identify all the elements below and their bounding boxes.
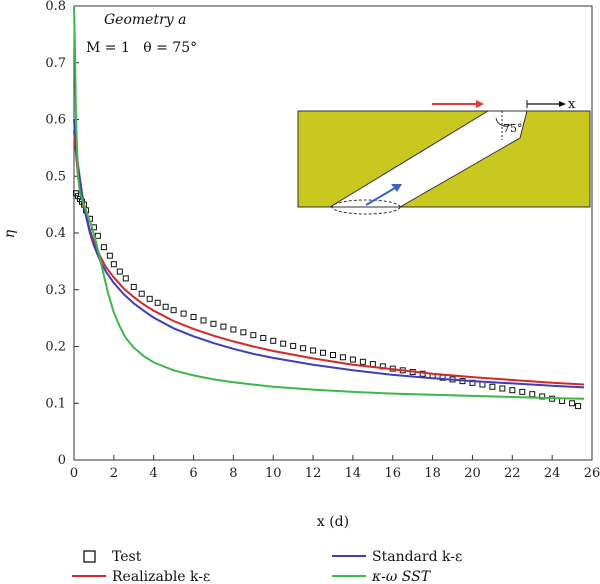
y-tick-label: 0 — [58, 453, 66, 468]
data-point-test — [130, 283, 137, 290]
data-point-test — [359, 358, 366, 365]
x-tick-label: 24 — [544, 466, 561, 481]
series-line-sst — [73, 5, 585, 400]
data-point-test — [349, 356, 356, 363]
y-tick-label: 0.3 — [45, 283, 66, 298]
data-point-test — [519, 388, 526, 395]
inset-angle-label: 75° — [503, 122, 523, 135]
plot-frame — [73, 5, 593, 461]
x-tick-label: 22 — [504, 466, 521, 481]
y-tick-label: 0.1 — [45, 396, 66, 411]
params-annotation: M = 1 θ = 75° — [86, 40, 197, 56]
data-point-test — [230, 326, 237, 333]
x-axis-title: x (d) — [317, 514, 349, 530]
data-point-test — [330, 352, 336, 359]
x-tick-label: 18 — [424, 466, 441, 481]
data-point-test — [94, 232, 101, 239]
x-axis-ticks: 0 2 4 6 8 10 12 14 16 18 20 22 24 26 — [70, 455, 600, 481]
data-point-test — [575, 403, 582, 410]
inset-hole-inlet-ellipse — [331, 199, 401, 215]
inset-x-axis-arrowhead — [559, 101, 566, 107]
legend-marker-test — [83, 550, 96, 563]
y-tick-label: 0.2 — [45, 340, 66, 355]
series-test — [72, 190, 582, 410]
data-point-test — [270, 337, 277, 344]
data-point-test — [210, 320, 217, 327]
y-tick-label: 0.4 — [45, 226, 66, 241]
data-point-test — [122, 275, 129, 282]
y-tick-label: 0.8 — [45, 0, 66, 14]
x-tick-label: 0 — [70, 466, 78, 481]
legend-label-realizable: Realizable k-ε — [112, 569, 210, 584]
legend-label-sst: κ-ω SST — [371, 569, 432, 584]
data-point-test — [162, 303, 169, 310]
data-point-test — [250, 332, 257, 339]
data-point-test — [499, 385, 506, 392]
data-point-test — [509, 387, 516, 394]
x-tick-label: 8 — [229, 466, 237, 481]
data-point-test — [100, 244, 107, 251]
inset-x-label: x — [568, 97, 576, 112]
y-axis-ticks: 0 0.1 0.2 0.3 0.4 0.5 0.6 0.7 0.8 — [45, 0, 79, 468]
x-tick-label: 10 — [265, 466, 282, 481]
x-tick-label: 4 — [150, 466, 158, 481]
inset-blue-flow-arrow — [365, 187, 396, 206]
geometry-annotation: Geometry a — [104, 12, 186, 28]
data-point-test — [146, 295, 153, 302]
data-point-test — [300, 345, 307, 352]
x-tick-label: 14 — [345, 466, 362, 481]
y-tick-label: 0.7 — [45, 56, 66, 71]
data-point-test — [138, 290, 145, 297]
data-point-test — [290, 342, 297, 349]
data-point-test — [489, 383, 496, 390]
y-tick-label: 0.5 — [45, 169, 66, 184]
data-point-test — [220, 323, 227, 330]
y-tick-label: 0.6 — [45, 113, 66, 128]
inset-angle-arc — [495, 117, 513, 127]
x-tick-label: 16 — [384, 466, 401, 481]
data-point-test — [116, 268, 123, 275]
data-point-test — [200, 317, 207, 324]
data-point-test — [339, 354, 346, 361]
data-point-test — [180, 310, 187, 317]
inset-red-arrowhead — [476, 100, 484, 108]
data-point-test — [529, 391, 536, 398]
geometry-inset-diagram: 75° x — [297, 97, 591, 215]
data-point-test — [110, 261, 117, 268]
data-point-test — [154, 299, 161, 306]
series-line-standard-k — [73, 119, 585, 389]
x-tick-label: 20 — [464, 466, 481, 481]
legend-label-standard: Standard k-ε — [372, 549, 462, 565]
data-point-test — [280, 340, 287, 347]
x-tick-label: 2 — [110, 466, 118, 481]
y-axis-title: η — [2, 229, 18, 238]
data-point-test — [190, 313, 197, 320]
series-layer — [72, 5, 585, 410]
inset-blue-arrowhead — [391, 184, 402, 192]
data-point-test — [539, 393, 546, 400]
inset-hole-channel — [328, 110, 528, 208]
data-point-test — [320, 349, 327, 356]
data-point-test — [310, 347, 317, 354]
x-tick-label: 26 — [584, 466, 600, 481]
data-point-test — [170, 307, 177, 314]
x-tick-label: 12 — [305, 466, 322, 481]
data-point-test — [260, 334, 267, 341]
x-tick-label: 6 — [189, 466, 197, 481]
data-point-test — [240, 329, 247, 336]
legend: Test Realizable k-ε Standard k-ε κ-ω SST — [72, 549, 462, 584]
data-point-test — [106, 252, 113, 259]
legend-label-test: Test — [112, 549, 142, 565]
data-point-test — [569, 400, 576, 407]
